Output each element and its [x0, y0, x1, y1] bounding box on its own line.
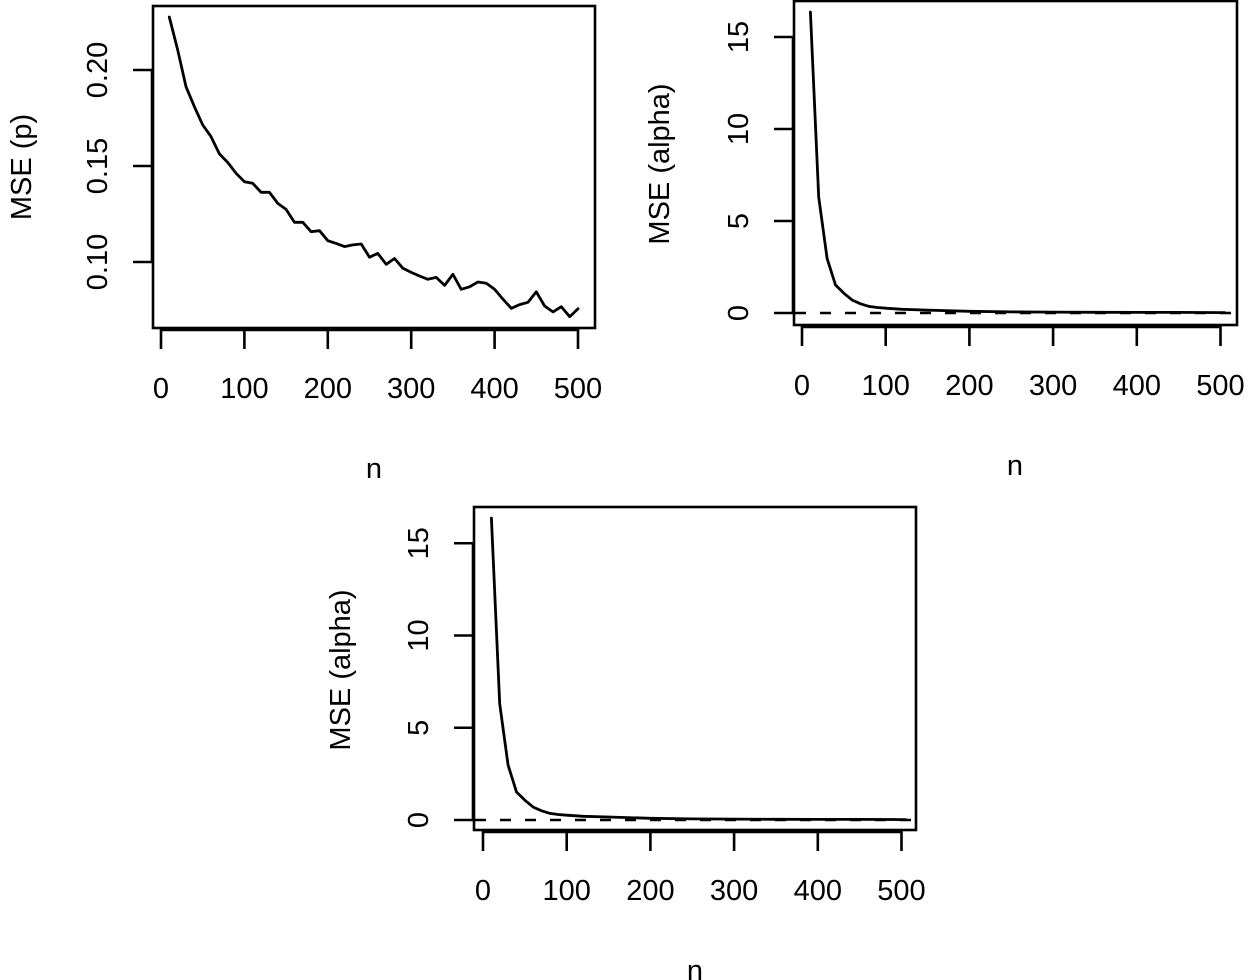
x-tick-label: 100: [220, 373, 268, 405]
y-tick-label: 15: [723, 21, 755, 53]
y-tick-label: 0: [403, 812, 435, 828]
y-axis-label: MSE (alpha): [644, 83, 676, 244]
x-tick-label: 400: [1113, 370, 1161, 402]
series-line: [809, 10, 1227, 315]
y-tick-label: 10: [403, 619, 435, 651]
y-axis-label: MSE (p): [6, 114, 38, 220]
y-tick-label: 0.20: [82, 42, 114, 98]
x-tick-label: 300: [387, 373, 435, 405]
x-tick-label: 500: [554, 373, 602, 405]
data-series: [489, 516, 908, 821]
plot-frame: [472, 505, 918, 832]
y-tick-label: 5: [723, 213, 755, 229]
y-tick-label: 15: [403, 527, 435, 559]
x-tick-label: 300: [1029, 370, 1077, 402]
x-tick-label: 400: [794, 875, 842, 907]
panel-mse-p: 0 100 200 300 400 500 0.10 0.15 0.20 n MSE (p): [6, 4, 602, 485]
y-axis: 0 5 10 15: [403, 527, 475, 828]
plot-frame: [151, 4, 597, 330]
panel-mse-alpha-top: 0 100 200 300 400 500 0 5 10 15 n MSE (alpha): [644, 0, 1245, 482]
x-tick-label: 200: [304, 373, 352, 405]
y-axis: 0.10 0.15 0.20: [82, 42, 154, 290]
x-tick-label: 100: [543, 875, 591, 907]
x-tick-label: 500: [1196, 370, 1244, 402]
data-series: [809, 10, 1227, 315]
y-tick-label: 0: [723, 305, 755, 321]
series-line: [489, 516, 908, 821]
x-axis-label: n: [687, 955, 703, 980]
y-axis: 0 5 10 15: [723, 21, 795, 321]
x-axis-label: n: [366, 453, 382, 485]
x-axis: 0 100 200 300 400 500: [794, 325, 1245, 402]
y-tick-label: 0.15: [82, 138, 114, 194]
data-series: [167, 15, 580, 319]
x-tick-label: 400: [470, 373, 518, 405]
y-axis-label: MSE (alpha): [325, 589, 357, 750]
series-line: [167, 15, 580, 319]
y-tick-label: 5: [403, 720, 435, 736]
plot-frame: [792, 0, 1239, 327]
x-tick-label: 100: [862, 370, 910, 402]
x-tick-label: 300: [710, 875, 758, 907]
panel-mse-alpha-bottom: 0 100 200 300 400 500 0 5 10 15 n MSE (alpha): [325, 505, 926, 980]
x-tick-label: 0: [475, 875, 491, 907]
x-axis: 0 100 200 300 400 500: [475, 830, 926, 907]
x-tick-label: 500: [877, 875, 925, 907]
x-axis-label: n: [1007, 450, 1023, 482]
x-tick-label: 200: [945, 370, 993, 402]
x-tick-label: 0: [153, 373, 169, 405]
y-tick-label: 0.10: [82, 234, 114, 290]
x-tick-label: 200: [626, 875, 674, 907]
y-tick-label: 10: [723, 113, 755, 145]
x-axis: 0 100 200 300 400 500: [153, 328, 602, 405]
x-tick-label: 0: [794, 370, 810, 402]
